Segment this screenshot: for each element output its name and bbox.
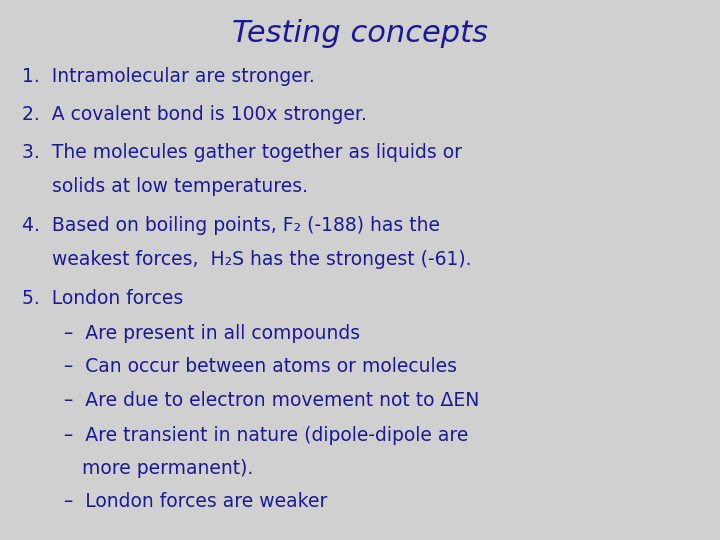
Text: 3.  The molecules gather together as liquids or: 3. The molecules gather together as liqu… xyxy=(22,143,462,162)
Text: more permanent).: more permanent). xyxy=(22,459,253,478)
Text: 5.  London forces: 5. London forces xyxy=(22,289,183,308)
Text: –  Are due to electron movement not to ΔEN: – Are due to electron movement not to ΔE… xyxy=(22,392,479,410)
Text: weakest forces,  H₂S has the strongest (-61).: weakest forces, H₂S has the strongest (-… xyxy=(22,250,471,269)
Text: 1.  Intramolecular are stronger.: 1. Intramolecular are stronger. xyxy=(22,68,315,86)
Text: Testing concepts: Testing concepts xyxy=(232,19,488,48)
Text: –  Are transient in nature (dipole-dipole are: – Are transient in nature (dipole-dipole… xyxy=(22,426,468,444)
Text: 4.  Based on boiling points, F₂ (-188) has the: 4. Based on boiling points, F₂ (-188) ha… xyxy=(22,216,440,235)
Text: –  Are present in all compounds: – Are present in all compounds xyxy=(22,324,360,343)
Text: 2.  A covalent bond is 100x stronger.: 2. A covalent bond is 100x stronger. xyxy=(22,105,366,124)
Text: –  Can occur between atoms or molecules: – Can occur between atoms or molecules xyxy=(22,357,456,376)
Text: solids at low temperatures.: solids at low temperatures. xyxy=(22,177,307,196)
Text: –  London forces are weaker: – London forces are weaker xyxy=(22,492,327,511)
